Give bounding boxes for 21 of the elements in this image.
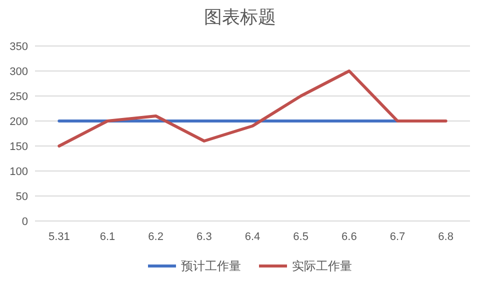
legend-label: 实际工作量 [292, 259, 352, 273]
y-tick-label: 300 [10, 66, 28, 78]
y-tick-label: 200 [10, 116, 28, 128]
x-tick-label: 5.31 [48, 231, 70, 243]
x-tick-label: 6.4 [244, 231, 260, 243]
x-tick-label: 6.5 [293, 231, 308, 243]
y-tick-label: 350 [10, 41, 28, 53]
chart-title: 图表标题 [204, 7, 276, 27]
legend-label: 预计工作量 [181, 259, 241, 273]
y-tick-label: 0 [22, 216, 28, 228]
line-series [58, 70, 448, 148]
x-tick-label: 6.3 [196, 231, 212, 243]
x-tick-label: 6.7 [390, 231, 406, 243]
y-tick-label: 250 [10, 91, 28, 103]
x-tick-label: 6.8 [438, 231, 454, 243]
y-tick-label: 150 [10, 141, 28, 153]
y-tick-label: 100 [10, 166, 28, 178]
x-tick-label: 6.2 [148, 231, 164, 243]
y-tick-label: 50 [16, 191, 28, 203]
x-tick-label: 6.6 [342, 231, 357, 243]
x-tick-label: 6.1 [100, 231, 116, 243]
